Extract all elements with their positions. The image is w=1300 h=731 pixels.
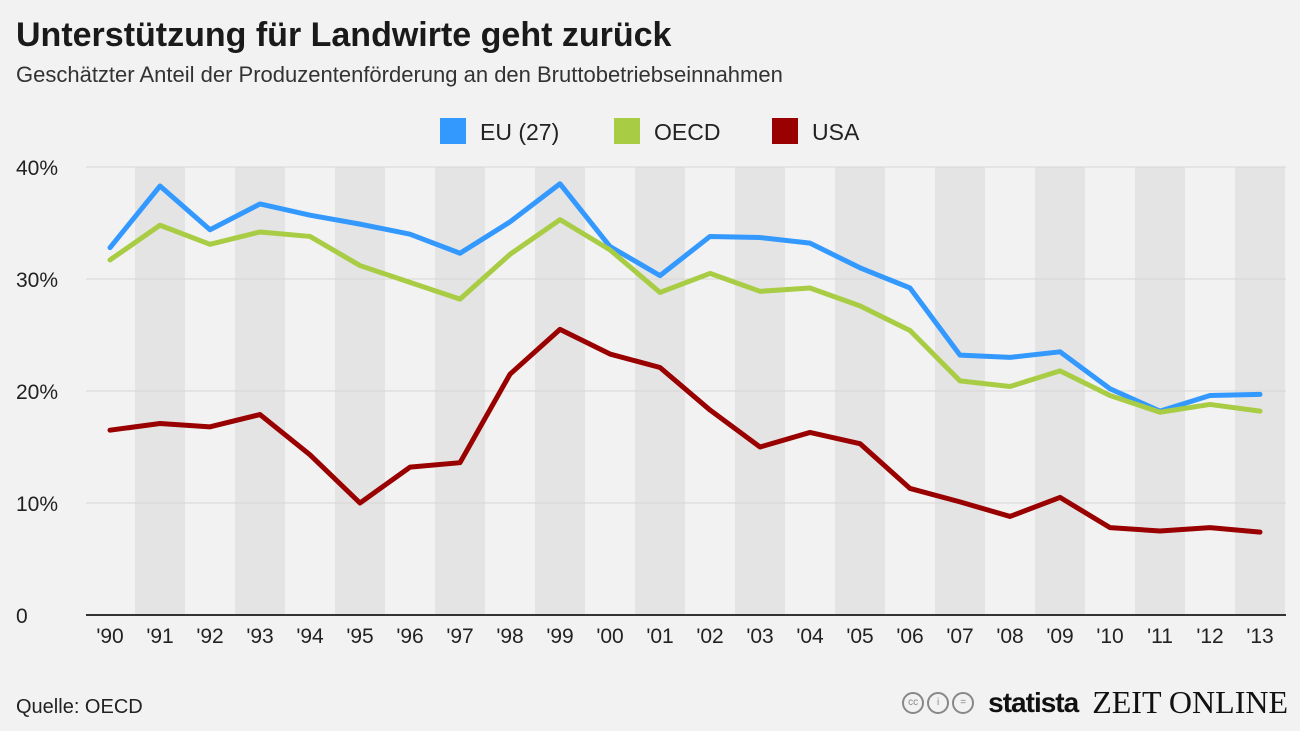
x-tick-label: '91 bbox=[146, 625, 173, 648]
y-tick-label: 0 bbox=[16, 605, 28, 628]
legend-label: EU (27) bbox=[480, 119, 559, 145]
creative-commons-icons: cc i = bbox=[902, 691, 975, 714]
x-tick-label: '94 bbox=[296, 625, 324, 648]
x-tick-label: '05 bbox=[846, 625, 873, 648]
line-chart: 0 10% 20% 30% 40% '90 '91 '92 '93 '94 '95 '96 '97 '98… bbox=[16, 118, 1286, 648]
x-tick-label: '92 bbox=[196, 625, 223, 648]
by-icon: i bbox=[927, 691, 950, 714]
y-tick-label: 40% bbox=[16, 157, 58, 180]
cc-icon: cc bbox=[902, 691, 925, 714]
chart-title: Unterstützung für Landwirte geht zurück bbox=[16, 16, 672, 54]
x-tick-label: '93 bbox=[246, 625, 273, 648]
x-tick-label: '08 bbox=[996, 625, 1023, 648]
legend-label: USA bbox=[812, 119, 860, 145]
x-tick-label: '97 bbox=[446, 625, 473, 648]
chart-subtitle: Geschätzter Anteil der Produzentenförder… bbox=[16, 62, 783, 87]
x-tick-label: '06 bbox=[896, 625, 923, 648]
legend-label: OECD bbox=[654, 119, 720, 145]
x-tick-label: '10 bbox=[1096, 625, 1123, 648]
footer-logos: cc i = statista ZEIT ONLINE bbox=[902, 684, 1288, 721]
series-line-usa bbox=[107, 326, 1263, 535]
x-tick-label: '09 bbox=[1046, 625, 1073, 648]
x-tick-label: '13 bbox=[1246, 625, 1273, 648]
x-tick-label: '95 bbox=[346, 625, 373, 648]
x-tick-label: '01 bbox=[646, 625, 673, 648]
x-tick-label: '00 bbox=[596, 625, 623, 648]
legend-swatch bbox=[440, 118, 466, 144]
y-tick-label: 20% bbox=[16, 381, 58, 404]
legend-swatch bbox=[772, 118, 798, 144]
x-tick-label: '98 bbox=[496, 625, 523, 648]
x-tick-label: '11 bbox=[1147, 625, 1173, 648]
x-tick-label: '96 bbox=[396, 625, 423, 648]
x-tick-label: '04 bbox=[796, 625, 824, 648]
y-tick-label: 30% bbox=[16, 269, 58, 292]
y-tick-label: 10% bbox=[16, 493, 58, 516]
series-line-eu27 bbox=[107, 181, 1263, 414]
nd-icon: = bbox=[952, 691, 975, 714]
series-line-oecd bbox=[107, 217, 1263, 415]
zeit-online-logo: ZEIT ONLINE bbox=[1092, 684, 1288, 720]
x-tick-label: '90 bbox=[96, 625, 123, 648]
x-tick-label: '99 bbox=[546, 625, 573, 648]
x-tick-label: '03 bbox=[746, 625, 773, 648]
x-tick-label: '07 bbox=[946, 625, 973, 648]
legend-swatch bbox=[614, 118, 640, 144]
statista-logo: statista bbox=[988, 686, 1079, 718]
x-tick-label: '02 bbox=[696, 625, 723, 648]
source-note: Quelle: OECD bbox=[16, 696, 143, 718]
x-tick-label: '12 bbox=[1196, 625, 1223, 648]
